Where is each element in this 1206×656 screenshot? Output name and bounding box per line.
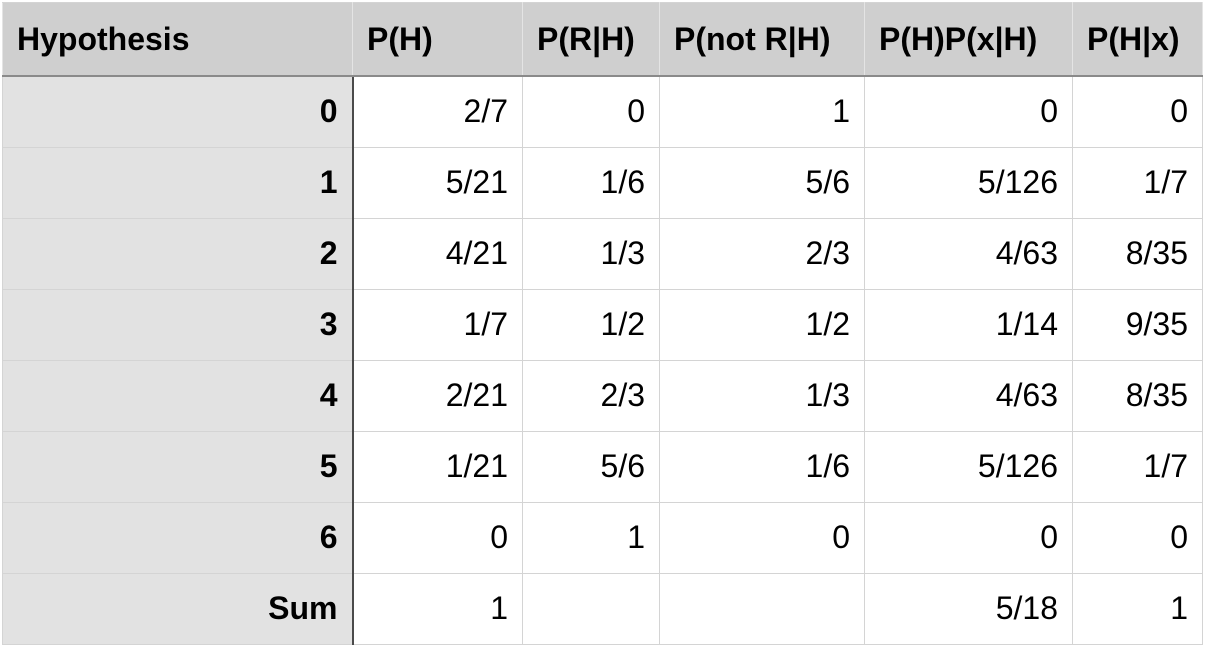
table-row: 0 2/7 0 1 0 0 xyxy=(2,76,1203,148)
table-cell[interactable]: 4/21 xyxy=(352,217,523,290)
table-row: 3 1/7 1/2 1/2 1/14 9/35 xyxy=(2,288,1203,361)
table-cell[interactable]: 1/7 xyxy=(1072,146,1203,219)
table-cell[interactable]: 1/21 xyxy=(352,430,523,503)
table-cell[interactable]: 0 xyxy=(1072,76,1203,148)
table-cell[interactable]: 8/35 xyxy=(1072,217,1203,290)
table-cell[interactable]: 1/7 xyxy=(1072,430,1203,503)
table-cell[interactable]: 1/2 xyxy=(522,288,660,361)
table-cell[interactable]: 1/3 xyxy=(659,359,865,432)
table-row: 2 4/21 1/3 2/3 4/63 8/35 xyxy=(2,217,1203,290)
table-cell[interactable]: 1 xyxy=(522,501,660,574)
table-cell[interactable]: 1/7 xyxy=(352,288,523,361)
header-likelihood-not-r[interactable]: P(not R|H) xyxy=(659,2,865,77)
table-cell[interactable]: 0 xyxy=(864,76,1073,148)
table-cell[interactable]: 1/14 xyxy=(864,288,1073,361)
sum-row: Sum 1 5/18 1 xyxy=(2,572,1203,645)
row-header-cell[interactable]: Sum xyxy=(2,572,354,645)
header-likelihood-r[interactable]: P(R|H) xyxy=(522,2,660,77)
table-cell[interactable]: 4/63 xyxy=(864,359,1073,432)
table-cell[interactable]: 1/6 xyxy=(522,146,660,219)
row-header-cell[interactable]: 3 xyxy=(2,288,354,361)
table-cell[interactable]: 5/126 xyxy=(864,146,1073,219)
header-prior[interactable]: P(H) xyxy=(352,2,523,77)
table-cell[interactable]: 2/3 xyxy=(522,359,660,432)
row-header-cell[interactable]: 5 xyxy=(2,430,354,503)
table-cell[interactable]: 0 xyxy=(1072,501,1203,574)
table-row: 6 0 1 0 0 0 xyxy=(2,501,1203,574)
table-cell[interactable]: 9/35 xyxy=(1072,288,1203,361)
table-cell[interactable]: 5/6 xyxy=(522,430,660,503)
row-header-cell[interactable]: 2 xyxy=(2,217,354,290)
table-row: 1 5/21 1/6 5/6 5/126 1/7 xyxy=(2,146,1203,219)
table-cell[interactable]: 0 xyxy=(864,501,1073,574)
table-cell[interactable]: 2/3 xyxy=(659,217,865,290)
table-cell[interactable]: 1 xyxy=(1072,572,1203,645)
table-cell[interactable]: 5/126 xyxy=(864,430,1073,503)
table-row: 5 1/21 5/6 1/6 5/126 1/7 xyxy=(2,430,1203,503)
table-cell[interactable]: 2/7 xyxy=(352,76,523,148)
table-cell[interactable]: 1/6 xyxy=(659,430,865,503)
table-cell[interactable]: 2/21 xyxy=(352,359,523,432)
table-row: 4 2/21 2/3 1/3 4/63 8/35 xyxy=(2,359,1203,432)
table-cell[interactable]: 5/21 xyxy=(352,146,523,219)
table-cell[interactable]: 1/2 xyxy=(659,288,865,361)
table-cell[interactable]: 1 xyxy=(659,76,865,148)
row-header-cell[interactable]: 1 xyxy=(2,146,354,219)
table-cell[interactable] xyxy=(522,572,660,645)
table-cell[interactable]: 8/35 xyxy=(1072,359,1203,432)
header-hypothesis[interactable]: Hypothesis xyxy=(2,2,353,77)
row-header-cell[interactable]: 0 xyxy=(2,76,354,148)
table-cell[interactable]: 0 xyxy=(352,501,523,574)
row-header-cell[interactable]: 4 xyxy=(2,359,354,432)
header-unnormalized[interactable]: P(H)P(x|H) xyxy=(864,2,1073,77)
table-cell[interactable]: 0 xyxy=(522,76,660,148)
table-cell[interactable]: 1/3 xyxy=(522,217,660,290)
bayes-table: Hypothesis P(H) P(R|H) P(not R|H) P(H)P(… xyxy=(2,2,1203,645)
header-row: Hypothesis P(H) P(R|H) P(not R|H) P(H)P(… xyxy=(2,2,1203,77)
table-cell[interactable] xyxy=(659,572,865,645)
table-cell[interactable]: 5/6 xyxy=(659,146,865,219)
table-cell[interactable]: 1 xyxy=(352,572,523,645)
header-posterior[interactable]: P(H|x) xyxy=(1072,2,1203,77)
row-header-cell[interactable]: 6 xyxy=(2,501,354,574)
table-cell[interactable]: 0 xyxy=(659,501,865,574)
table-cell[interactable]: 4/63 xyxy=(864,217,1073,290)
table-cell[interactable]: 5/18 xyxy=(864,572,1073,645)
